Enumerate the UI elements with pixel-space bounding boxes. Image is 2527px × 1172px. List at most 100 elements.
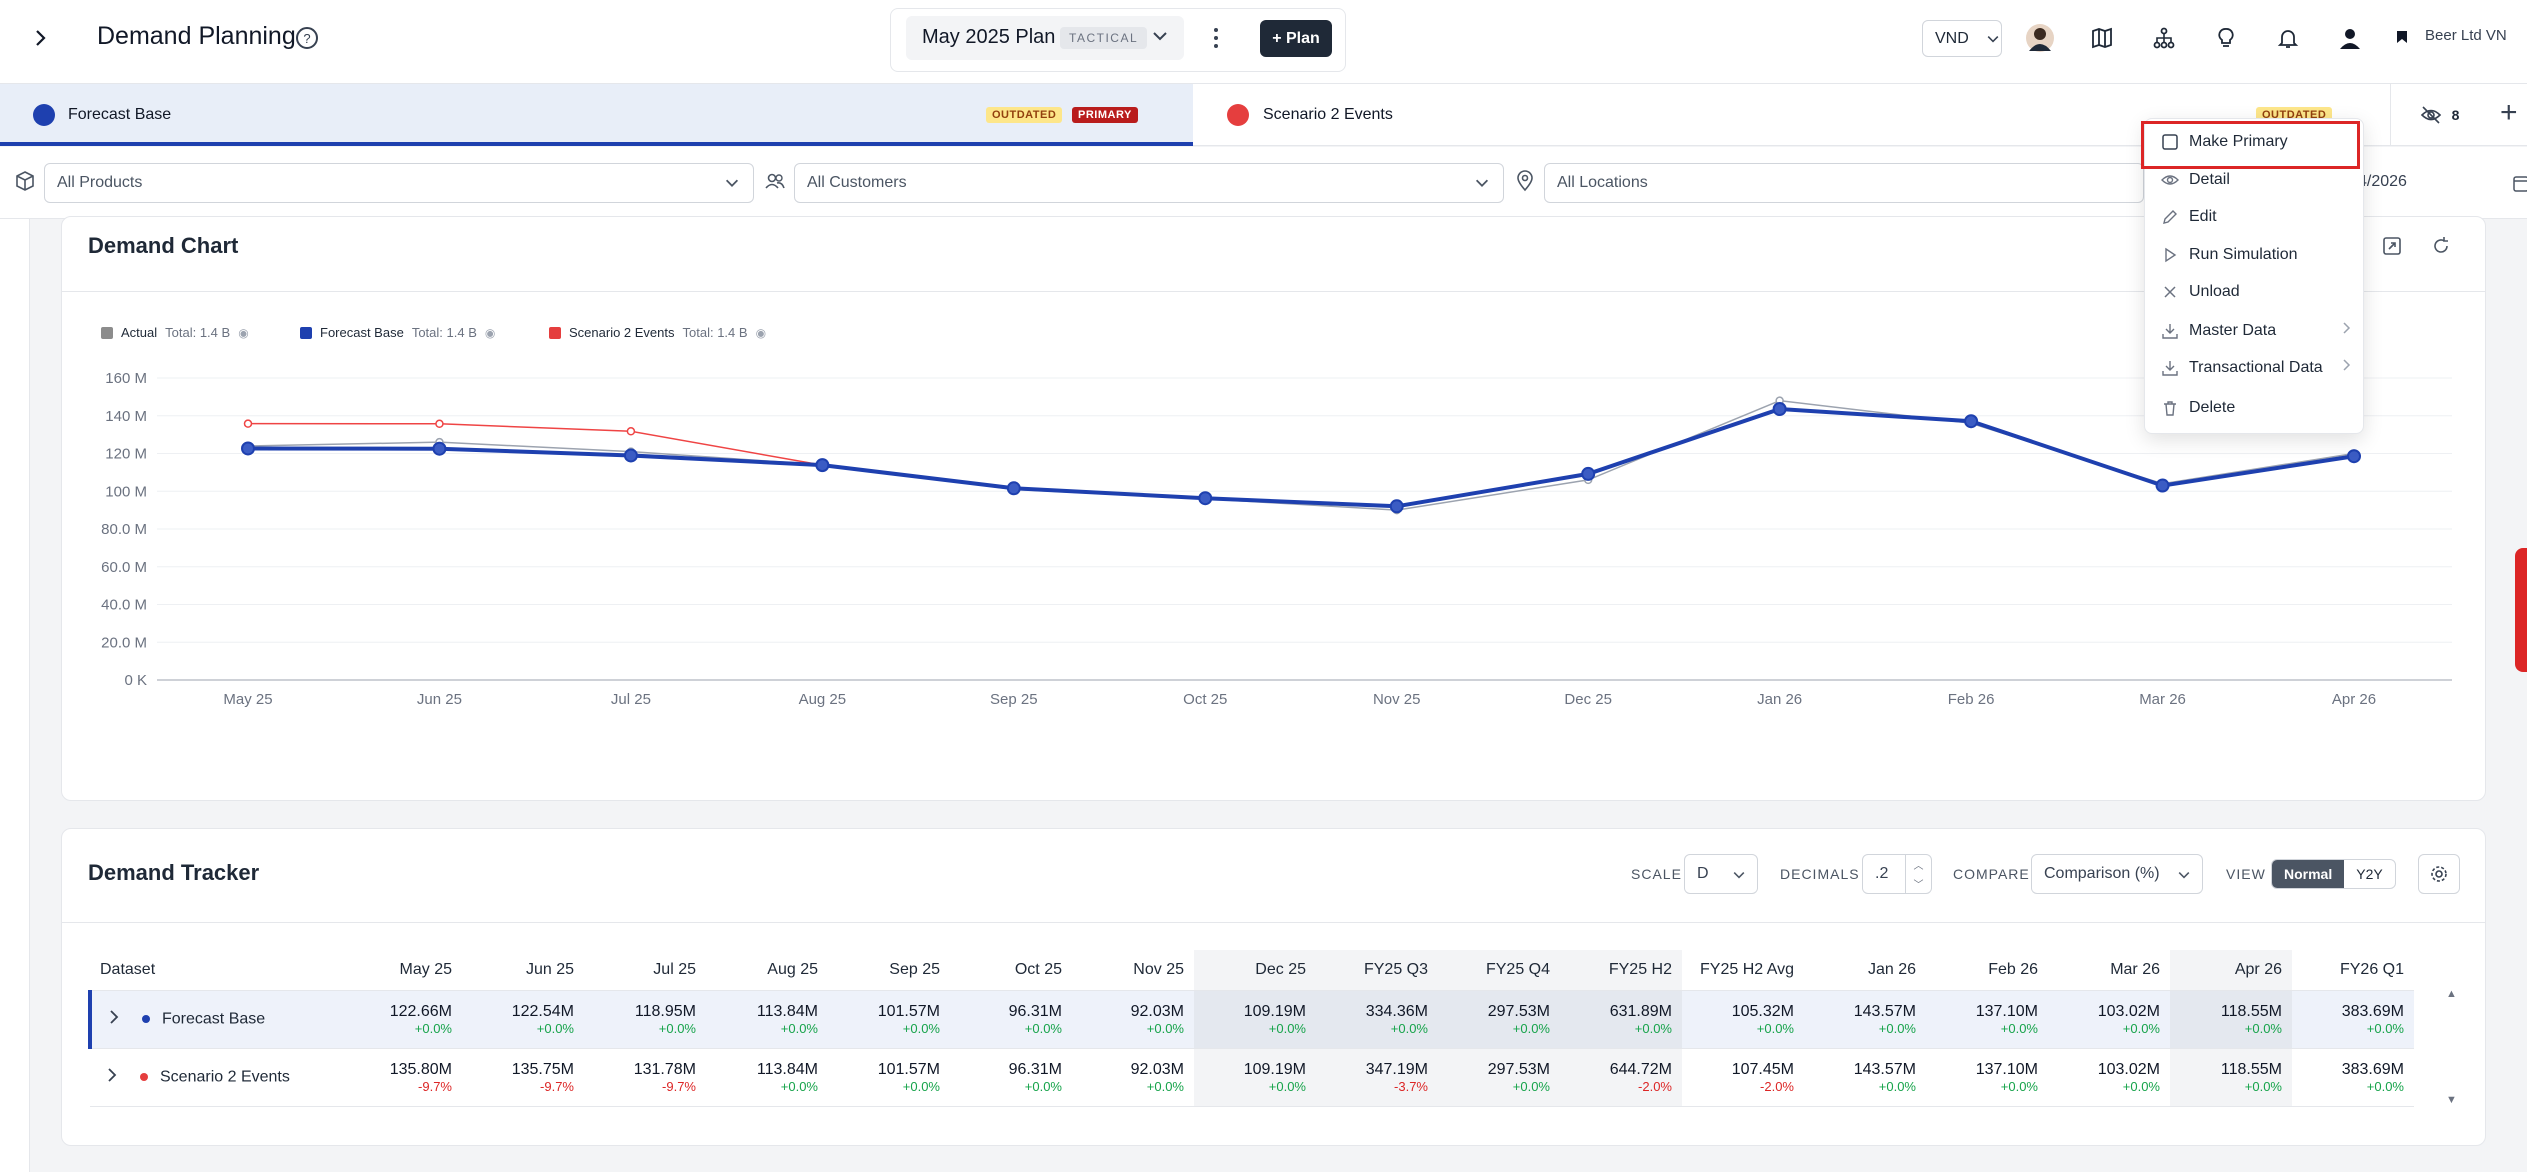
plan-more-button[interactable]: [1206, 22, 1226, 54]
table-cell[interactable]: 334.36M +0.0%: [1316, 990, 1438, 1049]
table-cell[interactable]: 105.32M +0.0%: [1682, 990, 1804, 1049]
table-cell[interactable]: 383.69M +0.0%: [2292, 1048, 2414, 1107]
scroll-down-arrow[interactable]: ▼: [2446, 1094, 2457, 1106]
bell-icon[interactable]: [2272, 22, 2304, 54]
menu-item-transactional-data[interactable]: Transactional Data: [2161, 358, 2351, 377]
expand-sidebar-button[interactable]: [22, 20, 58, 56]
column-header[interactable]: FY25 Q3: [1316, 950, 1438, 991]
view-normal-button[interactable]: Normal: [2272, 860, 2345, 888]
table-cell[interactable]: 101.57M +0.0%: [828, 1048, 950, 1107]
menu-item-unload[interactable]: Unload: [2161, 283, 2351, 301]
table-cell[interactable]: 137.10M +0.0%: [1926, 990, 2048, 1049]
products-filter[interactable]: All Products: [44, 163, 754, 203]
column-header[interactable]: FY26 Q1: [2292, 950, 2414, 991]
column-header[interactable]: Jul 25: [584, 950, 706, 991]
legend-item-forecast-base[interactable]: Forecast Base Total: 1.4 B ◉: [300, 325, 495, 340]
table-row[interactable]: Forecast Base 122.66M +0.0% 122.54M +0.0% 118…: [88, 990, 2414, 1049]
lightbulb-icon[interactable]: [2210, 22, 2242, 54]
data-point[interactable]: [623, 448, 638, 463]
data-point[interactable]: [243, 419, 253, 428]
data-point[interactable]: [435, 419, 444, 429]
column-header[interactable]: Feb 26: [1926, 950, 2048, 991]
data-point[interactable]: [1198, 491, 1213, 506]
table-cell[interactable]: 118.95M +0.0%: [584, 990, 706, 1049]
decimals-stepper[interactable]: .2 ︿ ﹀: [1862, 854, 1932, 894]
chevron-right-icon[interactable]: [108, 1009, 120, 1030]
table-cell[interactable]: 131.78M -9.7%: [584, 1048, 706, 1107]
compare-select[interactable]: Comparison (%): [2031, 854, 2203, 894]
table-cell[interactable]: 122.54M +0.0%: [462, 990, 584, 1049]
refresh-icon[interactable]: [2431, 236, 2451, 261]
table-cell[interactable]: 297.53M +0.0%: [1438, 990, 1560, 1049]
company-name[interactable]: Beer Ltd VN: [2425, 27, 2507, 44]
menu-item-master-data[interactable]: Master Data: [2161, 321, 2351, 340]
stepper-arrows[interactable]: ︿ ﹀: [1905, 855, 1931, 893]
scale-select[interactable]: D: [1684, 854, 1758, 894]
table-cell[interactable]: 103.02M +0.0%: [2048, 1048, 2170, 1107]
table-cell[interactable]: 103.02M +0.0%: [2048, 990, 2170, 1049]
menu-item-detail[interactable]: Detail: [2161, 171, 2351, 189]
table-cell[interactable]: 96.31M +0.0%: [950, 1048, 1072, 1107]
hierarchy-icon[interactable]: [2148, 22, 2180, 54]
table-cell[interactable]: 135.80M -9.7%: [340, 1048, 462, 1107]
column-header[interactable]: Apr 26: [2170, 950, 2292, 991]
table-cell[interactable]: 92.03M +0.0%: [1072, 1048, 1194, 1107]
table-cell[interactable]: 113.84M +0.0%: [706, 1048, 828, 1107]
data-point[interactable]: [626, 427, 636, 436]
map-icon[interactable]: [2086, 22, 2118, 54]
eye-icon[interactable]: ◉: [755, 325, 767, 340]
menu-item-edit[interactable]: Edit: [2161, 208, 2351, 226]
currency-select[interactable]: VND: [1922, 20, 2002, 57]
table-cell[interactable]: 347.19M -3.7%: [1316, 1048, 1438, 1107]
add-tab-button[interactable]: +: [2500, 96, 2518, 129]
table-cell[interactable]: 109.19M +0.0%: [1194, 990, 1316, 1049]
table-cell[interactable]: 118.55M +0.0%: [2170, 990, 2292, 1049]
table-cell[interactable]: 107.45M -2.0%: [1682, 1048, 1804, 1107]
column-header[interactable]: May 25: [340, 950, 462, 991]
column-header[interactable]: Mar 26: [2048, 950, 2170, 991]
data-point[interactable]: [1772, 402, 1787, 417]
expand-icon[interactable]: [2382, 236, 2402, 261]
table-cell[interactable]: 383.69M +0.0%: [2292, 990, 2414, 1049]
table-row[interactable]: Scenario 2 Events 135.80M -9.7% 135.75M -9.7…: [90, 1048, 2414, 1107]
data-point[interactable]: [1006, 481, 1021, 496]
user-avatar[interactable]: [2024, 22, 2056, 54]
data-point[interactable]: [2347, 449, 2361, 464]
column-header[interactable]: Aug 25: [706, 950, 828, 991]
column-header[interactable]: Oct 25: [950, 950, 1072, 991]
table-cell[interactable]: 118.55M +0.0%: [2170, 1048, 2292, 1107]
column-header[interactable]: FY25 H2 Avg: [1682, 950, 1804, 991]
table-cell[interactable]: 631.89M +0.0%: [1560, 990, 1682, 1049]
column-header-dataset[interactable]: Dataset: [90, 950, 340, 991]
table-cell[interactable]: 297.53M +0.0%: [1438, 1048, 1560, 1107]
column-header[interactable]: Jan 26: [1804, 950, 1926, 991]
column-header[interactable]: Jun 25: [462, 950, 584, 991]
table-cell[interactable]: 96.31M +0.0%: [950, 990, 1072, 1049]
data-point[interactable]: [1389, 499, 1404, 514]
column-header[interactable]: Dec 25: [1194, 950, 1316, 991]
feedback-tab[interactable]: [2515, 548, 2527, 672]
help-icon[interactable]: ?: [294, 25, 320, 51]
customers-filter[interactable]: All Customers: [794, 163, 1504, 203]
table-cell[interactable]: 122.66M +0.0%: [340, 990, 462, 1049]
menu-item-delete[interactable]: Delete: [2161, 399, 2351, 417]
data-point[interactable]: [432, 441, 447, 456]
table-cell[interactable]: 92.03M +0.0%: [1072, 990, 1194, 1049]
calendar-icon[interactable]: [2513, 174, 2527, 197]
table-cell[interactable]: 109.19M +0.0%: [1194, 1048, 1316, 1107]
eye-icon[interactable]: ◉: [238, 325, 249, 340]
profile-icon[interactable]: [2334, 22, 2366, 54]
settings-button[interactable]: [2418, 854, 2460, 894]
data-point[interactable]: [815, 458, 830, 473]
column-header[interactable]: FY25 Q4: [1438, 950, 1560, 991]
eye-icon[interactable]: ◉: [484, 325, 496, 340]
menu-item-make-primary[interactable]: Make Primary: [2161, 133, 2351, 151]
data-point[interactable]: [1581, 466, 1596, 481]
table-cell[interactable]: 644.72M -2.0%: [1560, 1048, 1682, 1107]
legend-item-scenario-2-events[interactable]: Scenario 2 Events Total: 1.4 B ◉: [549, 325, 766, 340]
column-header[interactable]: Sep 25: [828, 950, 950, 991]
hidden-datasets-button[interactable]: 8: [2390, 84, 2488, 146]
table-cell[interactable]: 101.57M +0.0%: [828, 990, 950, 1049]
table-cell[interactable]: 135.75M -9.7%: [462, 1048, 584, 1107]
view-y2y-button[interactable]: Y2Y: [2356, 866, 2383, 882]
